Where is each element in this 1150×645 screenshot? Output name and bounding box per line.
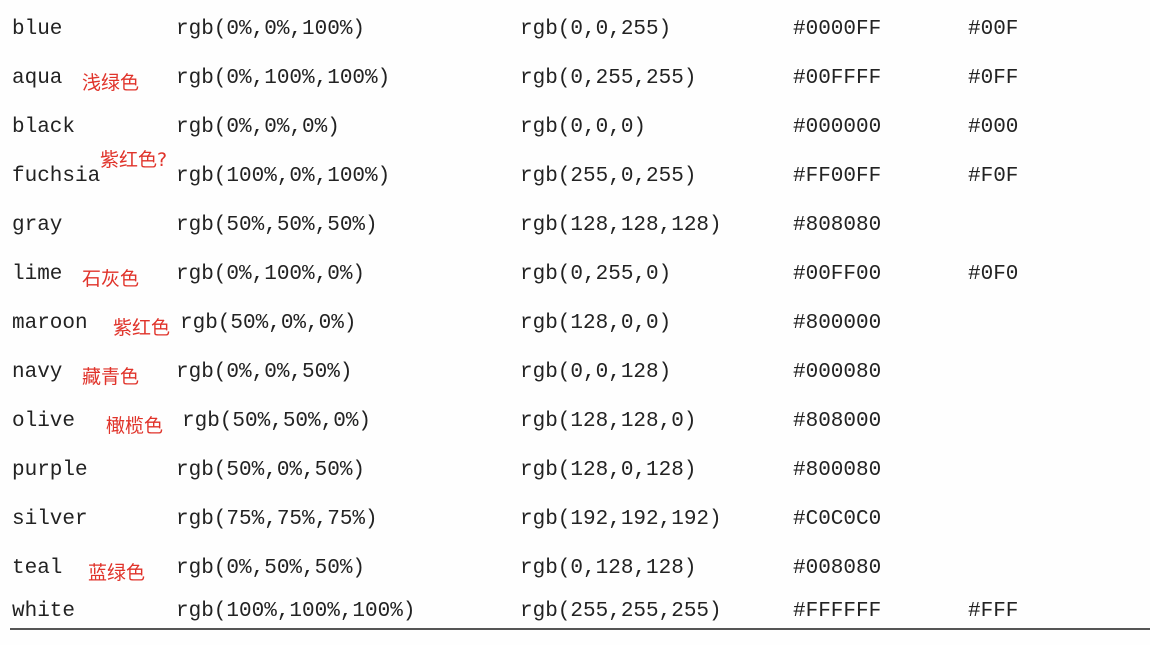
rgb-value: rgb(255,0,255) [520, 165, 697, 188]
table-row: fuchsia 紫红色? rgb(100%,0%,100%) rgb(255,0… [0, 149, 1150, 204]
hex-value: #FF00FF [793, 165, 882, 188]
rgb-percent-value: rgb(100%,100%,100%) [176, 600, 416, 623]
color-name: fuchsia [12, 165, 101, 188]
short-hex-value: #000 [968, 116, 1019, 139]
hex-value: #800000 [793, 312, 882, 335]
rgb-percent-value: rgb(50%,0%,0%) [180, 312, 357, 335]
rgb-value: rgb(0,0,128) [520, 361, 672, 384]
rgb-percent-value: rgb(50%,50%,0%) [182, 410, 372, 433]
short-hex-value: #00F [968, 18, 1019, 41]
short-hex-value: #0F0 [968, 263, 1019, 286]
table-row: teal 蓝绿色 rgb(0%,50%,50%) rgb(0,128,128) … [0, 547, 1150, 596]
short-hex-value: #F0F [968, 165, 1019, 188]
hex-value: #008080 [793, 557, 882, 580]
hex-value: #000000 [793, 116, 882, 139]
handwritten-annotation: 浅绿色 [82, 72, 140, 94]
rgb-percent-value: rgb(0%,0%,100%) [176, 18, 366, 41]
rgb-percent-value: rgb(0%,50%,50%) [176, 557, 366, 580]
table-row: black rgb(0%,0%,0%) rgb(0,0,0) #000000 #… [0, 106, 1150, 155]
table-row: lime 石灰色 rgb(0%,100%,0%) rgb(0,255,0) #0… [0, 253, 1150, 302]
table-row: aqua 浅绿色 rgb(0%,100%,100%) rgb(0,255,255… [0, 57, 1150, 106]
rgb-value: rgb(128,0,128) [520, 459, 697, 482]
table-bottom-rule [10, 628, 1150, 630]
rgb-percent-value: rgb(75%,75%,75%) [176, 508, 378, 531]
hex-value: #808000 [793, 410, 882, 433]
rgb-value: rgb(255,255,255) [520, 600, 722, 623]
handwritten-annotation: 石灰色 [82, 268, 140, 290]
color-name: gray [12, 214, 63, 237]
handwritten-annotation: 橄榄色 [106, 415, 164, 437]
rgb-value: rgb(0,0,255) [520, 18, 672, 41]
table-row: olive 橄榄色 rgb(50%,50%,0%) rgb(128,128,0)… [0, 400, 1150, 449]
rgb-value: rgb(0,255,255) [520, 67, 697, 90]
rgb-value: rgb(0,0,0) [520, 116, 647, 139]
hex-value: #808080 [793, 214, 882, 237]
color-name: blue [12, 18, 63, 41]
handwritten-annotation: 藏青色 [82, 366, 140, 388]
table-row: navy 藏青色 rgb(0%,0%,50%) rgb(0,0,128) #00… [0, 351, 1150, 400]
table-row: maroon 紫红色 rgb(50%,0%,0%) rgb(128,0,0) #… [0, 302, 1150, 351]
short-hex-value: #0FF [968, 67, 1019, 90]
short-hex-value: #FFF [968, 600, 1019, 623]
rgb-percent-value: rgb(0%,0%,50%) [176, 361, 353, 384]
rgb-value: rgb(128,0,0) [520, 312, 672, 335]
hex-value: #0000FF [793, 18, 882, 41]
color-name: white [12, 600, 76, 623]
table-row: white rgb(100%,100%,100%) rgb(255,255,25… [0, 596, 1150, 645]
rgb-percent-value: rgb(50%,50%,50%) [176, 214, 378, 237]
rgb-value: rgb(128,128,128) [520, 214, 722, 237]
rgb-value: rgb(192,192,192) [520, 508, 722, 531]
rgb-value: rgb(128,128,0) [520, 410, 697, 433]
table-row: blue rgb(0%,0%,100%) rgb(0,0,255) #0000F… [0, 8, 1150, 57]
color-name: aqua [12, 67, 63, 90]
color-name: silver [12, 508, 88, 531]
color-name: black [12, 116, 76, 139]
rgb-value: rgb(0,128,128) [520, 557, 697, 580]
color-name: maroon [12, 312, 88, 335]
color-name: olive [12, 410, 76, 433]
hex-value: #C0C0C0 [793, 508, 882, 531]
table-row: purple rgb(50%,0%,50%) rgb(128,0,128) #8… [0, 449, 1150, 498]
hex-value: #800080 [793, 459, 882, 482]
rgb-percent-value: rgb(100%,0%,100%) [176, 165, 391, 188]
rgb-percent-value: rgb(0%,100%,0%) [176, 263, 366, 286]
hex-value: #000080 [793, 361, 882, 384]
rgb-percent-value: rgb(50%,0%,50%) [176, 459, 366, 482]
hex-value: #FFFFFF [793, 600, 882, 623]
rgb-percent-value: rgb(0%,100%,100%) [176, 67, 391, 90]
table-row: silver rgb(75%,75%,75%) rgb(192,192,192)… [0, 498, 1150, 547]
handwritten-annotation: 蓝绿色 [88, 562, 146, 584]
hex-value: #00FFFF [793, 67, 882, 90]
color-name: navy [12, 361, 63, 384]
color-name: purple [12, 459, 88, 482]
handwritten-annotation: 紫红色 [113, 317, 171, 339]
rgb-value: rgb(0,255,0) [520, 263, 672, 286]
table-row: gray rgb(50%,50%,50%) rgb(128,128,128) #… [0, 204, 1150, 253]
handwritten-annotation: 紫红色? [100, 149, 168, 171]
rgb-percent-value: rgb(0%,0%,0%) [176, 116, 340, 139]
color-name: teal [12, 557, 63, 580]
color-name: lime [12, 263, 63, 286]
hex-value: #00FF00 [793, 263, 882, 286]
